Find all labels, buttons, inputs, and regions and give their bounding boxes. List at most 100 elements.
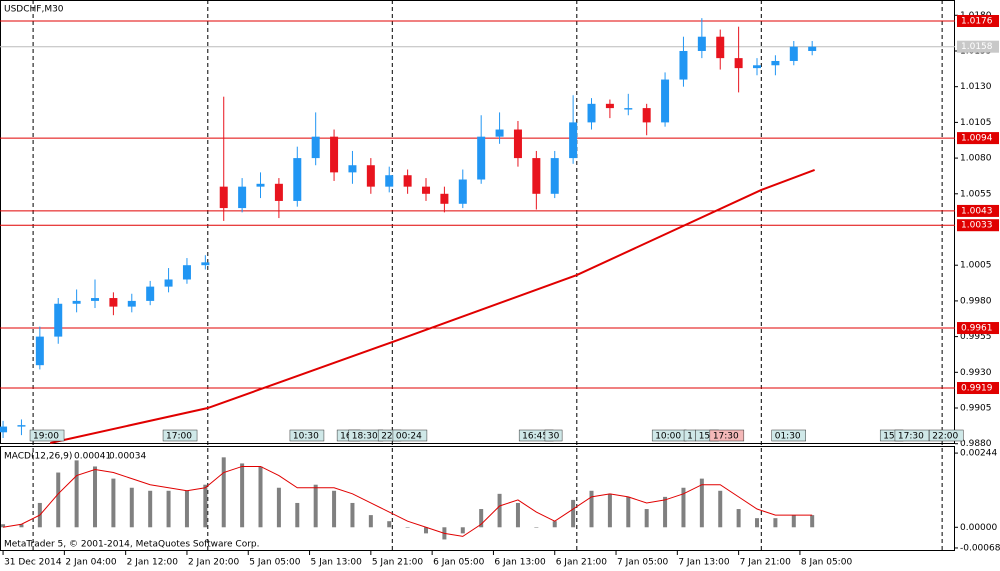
macd-bar: [534, 527, 539, 528]
macd-bar: [755, 518, 760, 528]
x-tick-label: 6 Jan 13:00: [494, 558, 546, 568]
macd-bar: [19, 524, 24, 528]
macd-bar: [93, 466, 98, 528]
x-tick-label: 5 Jan 21:00: [372, 558, 424, 568]
x-tick-label: 6 Jan 05:00: [433, 558, 485, 568]
time-marker: [29, 429, 65, 442]
time-marker: [392, 429, 428, 442]
macd-bar: [313, 484, 318, 528]
time-marker-label: 17:30: [898, 432, 924, 442]
macd-tick-label: 0.00000: [960, 523, 997, 533]
level-badge: [957, 132, 999, 145]
x-tick-label: 7 Jan 21:00: [740, 558, 792, 568]
x-tick-label: 6 Jan 21:00: [556, 558, 608, 568]
macd-bar: [129, 487, 134, 528]
candle-body: [219, 186, 228, 209]
x-tick-label: 7 Jan 05:00: [617, 558, 669, 568]
candle-body: [495, 129, 504, 137]
x-tick-label: 8 Jan 05:00: [801, 558, 853, 568]
y-tick-label: 1.0055: [960, 189, 992, 199]
x-tick-label: 2 Jan 20:00: [188, 558, 240, 568]
macd-name: MACD(12,26,9): [4, 452, 72, 462]
level-label: 0.9961: [961, 324, 993, 334]
candle-body: [808, 46, 817, 51]
candle-body: [734, 58, 743, 69]
level-badge: [957, 382, 999, 395]
macd-bar: [552, 521, 557, 528]
macd-bar: [607, 493, 612, 528]
x-tick-label: 2 Jan 04:00: [65, 558, 117, 568]
x-tick-label: 2 Jan 12:00: [127, 558, 179, 568]
level-label: 1.0176: [961, 16, 993, 26]
candle-body: [238, 186, 247, 209]
candle-body: [72, 300, 81, 304]
candle-body: [458, 179, 467, 204]
macd-bar: [571, 499, 576, 528]
x-tick-label: 31 Dec 2014: [4, 558, 62, 568]
y-tick-label: 0.9880: [960, 439, 992, 449]
candle-body: [0, 426, 8, 433]
macd-bar: [497, 493, 502, 528]
macd-bar: [56, 472, 61, 528]
candle-body: [274, 183, 283, 201]
y-tick-label: 0.9930: [960, 368, 992, 378]
candle-body: [385, 175, 394, 187]
macd-bar: [810, 515, 815, 528]
candle-body: [201, 262, 210, 266]
time-marker-label: 16:45: [522, 432, 548, 442]
copyright: MetaTrader 5, © 2001-2014, MetaQuotes So…: [4, 540, 260, 550]
macd-bar: [111, 478, 116, 528]
y-tick-label: 0.9905: [960, 404, 992, 414]
macd-bar: [718, 490, 723, 528]
candle-body: [642, 108, 651, 123]
macd-bar: [387, 521, 392, 528]
candle-body: [422, 186, 431, 194]
macd-bar: [515, 502, 520, 528]
level-label: 1.0033: [961, 221, 993, 231]
candle-body: [35, 336, 44, 366]
candle-body: [771, 60, 780, 66]
candle-body: [569, 122, 578, 159]
macd-bar: [479, 509, 484, 528]
candle-body: [624, 108, 633, 110]
y-tick-label: 1.0080: [960, 154, 992, 164]
time-marker-label: 17:30: [713, 432, 739, 442]
candle-body: [477, 136, 486, 180]
macd-bar: [663, 496, 668, 528]
y-tick-label: 0.9955: [960, 332, 992, 342]
macd-tick-label: -0.00068: [960, 543, 1000, 553]
macd-bar: [258, 466, 263, 528]
macd-bar: [148, 490, 153, 528]
macd-bar: [589, 490, 594, 528]
chart-title: USDCHF,M30: [4, 5, 64, 15]
macd-value: 0.00041: [74, 452, 111, 462]
x-tick-label: 7 Jan 13:00: [678, 558, 730, 568]
candle-body: [513, 129, 522, 159]
level-label: 1.0094: [961, 134, 993, 144]
y-tick-label: 1.0005: [960, 261, 992, 271]
level-badge: [957, 219, 999, 232]
macd-bar: [295, 502, 300, 528]
time-marker: [929, 429, 964, 442]
current-price-badge: [957, 40, 999, 53]
time-marker-label: 10:30: [293, 432, 319, 442]
time-marker: [894, 429, 930, 442]
candle-body: [661, 79, 670, 123]
candle-body: [716, 36, 725, 59]
time-marker: [771, 429, 806, 442]
candle-body: [550, 158, 559, 194]
time-marker-label: 22:00: [932, 432, 958, 442]
macd-bar: [736, 509, 741, 528]
candle-body: [789, 46, 798, 61]
x-tick-label: 5 Jan 05:00: [249, 558, 301, 568]
macd-bar: [460, 527, 465, 534]
time-marker-label: 10:00: [655, 432, 681, 442]
candle-body: [348, 165, 357, 173]
time-marker-label: 00:24: [396, 432, 422, 442]
level-badge: [957, 14, 999, 27]
y-tick-label: 1.0130: [960, 82, 992, 92]
time-marker-label: 19:00: [33, 432, 59, 442]
y-tick-label: 0.9980: [960, 296, 992, 306]
macd-bar: [350, 502, 355, 528]
